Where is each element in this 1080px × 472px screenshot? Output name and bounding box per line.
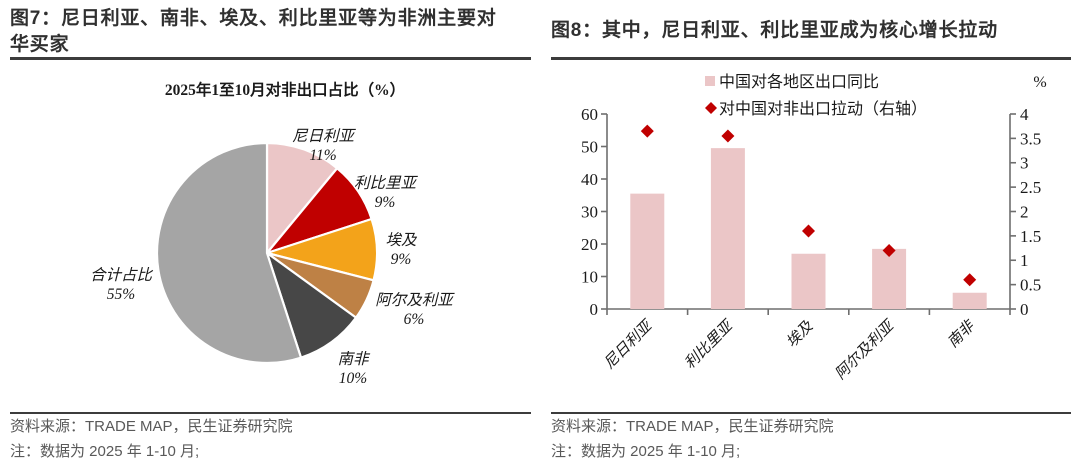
right-axis-tick-label: 0.5 (1020, 276, 1041, 295)
pie-label-name-5: 南非 (337, 350, 371, 368)
figure8-footer-rule (551, 412, 1071, 414)
legend-diamond-label: 对中国对非出口拉动（右轴） (719, 100, 927, 118)
figure8-panel: 图8：其中，尼日利亚、利比里亚成为核心增长拉动 中国对各地区出口同比对中国对非出… (540, 0, 1080, 472)
pie-label-name-4: 阿尔及利亚 (375, 291, 455, 309)
left-axis-tick-label: 10 (581, 267, 598, 286)
pie-label-name-2: 利比里亚 (354, 175, 419, 192)
bar-3 (791, 253, 826, 309)
pie-slice-1 (265, 141, 339, 255)
pie-label-value-3: 9% (391, 251, 412, 268)
right-axis-tick-label: 2.5 (1020, 178, 1041, 197)
figure7-footer-rule (10, 412, 531, 414)
left-axis-tick-label: 20 (581, 235, 598, 254)
pie-label-value-5: 10% (339, 370, 368, 387)
diamond-marker-5 (963, 273, 977, 287)
bar-5 (952, 292, 987, 309)
left-axis-tick-label: 60 (581, 105, 598, 124)
pie-chart-title: 2025年1至10月对非出口占比（%） (165, 80, 405, 99)
figure8-title: 图8：其中，尼日利亚、利比里亚成为核心增长拉动 (551, 20, 998, 41)
right-axis-tick-label: 1.5 (1020, 227, 1041, 246)
left-axis-tick-label: 30 (581, 202, 598, 221)
pie-label-value-2: 9% (375, 194, 396, 211)
pie-label-name-3: 埃及 (385, 231, 418, 249)
pie-label-name-6: 合计占比 (90, 266, 154, 284)
figure8-note: 注：数据为 2025 年 1-10 月; (551, 443, 741, 460)
right-axis-tick-label: 3 (1020, 154, 1029, 173)
diamond-marker-3 (802, 224, 815, 238)
pie-label-value-4: 6% (404, 311, 425, 328)
right-axis-tick-label: 1 (1020, 251, 1029, 270)
figure8-title-rule (551, 57, 1071, 60)
figure7-title-rule (10, 57, 531, 60)
pie-chart: 2025年1至10月对非出口占比（%） 尼日利亚 11% 利比里亚 9% 埃及 9% 阿尔及利… (90, 80, 455, 387)
right-axis-tick-label: 2 (1020, 202, 1029, 221)
bar-1 (630, 193, 665, 309)
x-axis-category-label-1: 尼日利亚 (601, 316, 657, 372)
right-axis-tick-label: 3.5 (1020, 129, 1041, 148)
left-axis-tick-label: 50 (581, 137, 598, 156)
right-axis-tick-label: 0 (1020, 300, 1029, 319)
figure7-panel: 图7：尼日利亚、南非、埃及、利比里亚等为非洲主要对华买家 2025年1至10月对… (10, 8, 531, 460)
pie-label-name-1: 尼日利亚 (292, 128, 357, 145)
figure7-source: 资料来源：TRADE MAP，民生证券研究院 (10, 418, 293, 435)
right-axis-tick-label: 4 (1020, 105, 1029, 124)
x-axis-category-label-4: 阿尔及利亚 (832, 316, 898, 382)
left-axis-tick-label: 40 (581, 170, 598, 189)
x-axis-category-label-3: 埃及 (783, 317, 817, 351)
pie-label-value-6: 55% (107, 286, 136, 303)
legend-bar-label: 中国对各地区出口同比 (719, 73, 879, 91)
diamond-marker-1 (640, 124, 654, 138)
legend-diamond-swatch (705, 102, 717, 114)
diamond-marker-2 (721, 129, 735, 143)
figure8-source: 资料来源：TRADE MAP，民生证券研究院 (551, 418, 834, 435)
legend-bar-swatch (705, 76, 715, 86)
x-axis-category-label-2: 利比里亚 (681, 316, 737, 372)
figure7-title: 图7：尼日利亚、南非、埃及、利比里亚等为非洲主要对华买家 (10, 8, 497, 55)
pie-slice-6 (155, 141, 303, 365)
right-axis-unit-label: % (1033, 74, 1046, 91)
left-axis-tick-label: 0 (590, 300, 599, 319)
diamond-marker-4 (882, 244, 896, 257)
x-axis-category-label-5: 南非 (944, 316, 979, 351)
figure7-note: 注：数据为 2025 年 1-10 月; (10, 443, 200, 460)
pie-label-value-1: 11% (309, 147, 336, 164)
bar-4 (872, 248, 907, 309)
bar-2 (710, 148, 745, 309)
